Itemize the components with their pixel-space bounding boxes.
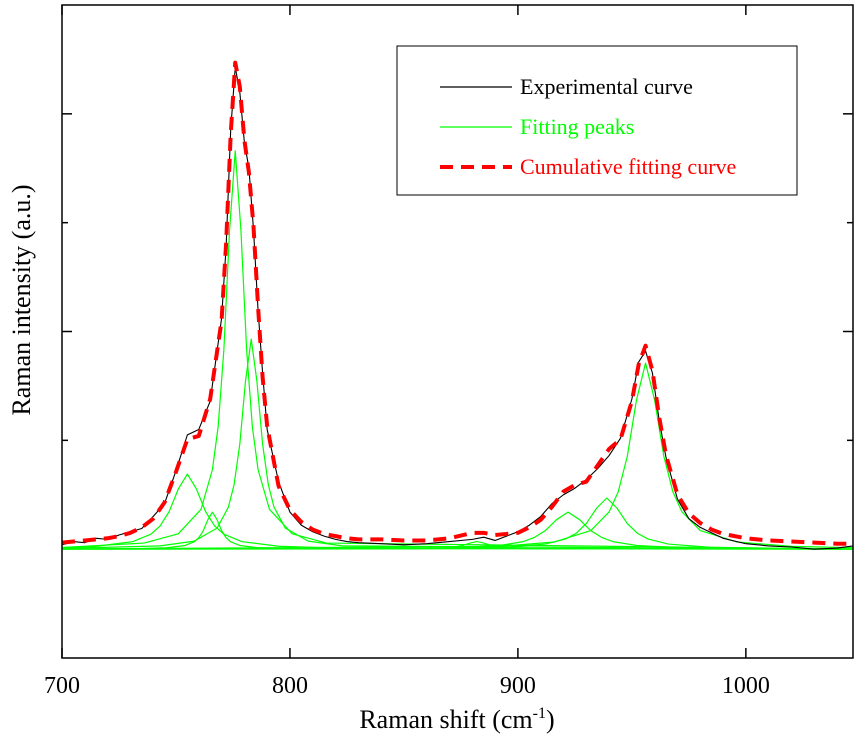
plot-area — [62, 60, 853, 550]
x-axis-label: Raman shift (cm-1) — [359, 705, 554, 734]
fitting-peak — [62, 150, 853, 550]
legend-label: Experimental curve — [520, 74, 693, 99]
x-axis-label-tail: ) — [546, 705, 555, 734]
fitting-peak — [62, 362, 853, 550]
legend-label: Fitting peaks — [520, 114, 634, 139]
fitting-peak — [62, 497, 853, 550]
legend: Experimental curve Fitting peaks Cumulativ… — [396, 45, 798, 196]
fitting-peak — [62, 511, 853, 550]
y-axis-label: Raman intensity (a.u.) — [7, 184, 36, 415]
legend-label: Cumulative fitting curve — [520, 154, 736, 179]
x-tick-label: 700 — [44, 673, 80, 699]
x-axis-label-text: Raman shift (cm — [359, 705, 532, 734]
x-axis-label-sup: -1 — [533, 705, 546, 722]
experimental-curve — [62, 66, 853, 550]
x-tick-label: 1000 — [722, 673, 770, 699]
legend-box — [396, 45, 798, 196]
x-tick-label: 800 — [272, 673, 308, 699]
cumulative-curve — [62, 60, 853, 546]
fitting-peak — [62, 473, 853, 550]
x-tick-label: 900 — [500, 673, 536, 699]
fitting-peak — [62, 338, 853, 550]
